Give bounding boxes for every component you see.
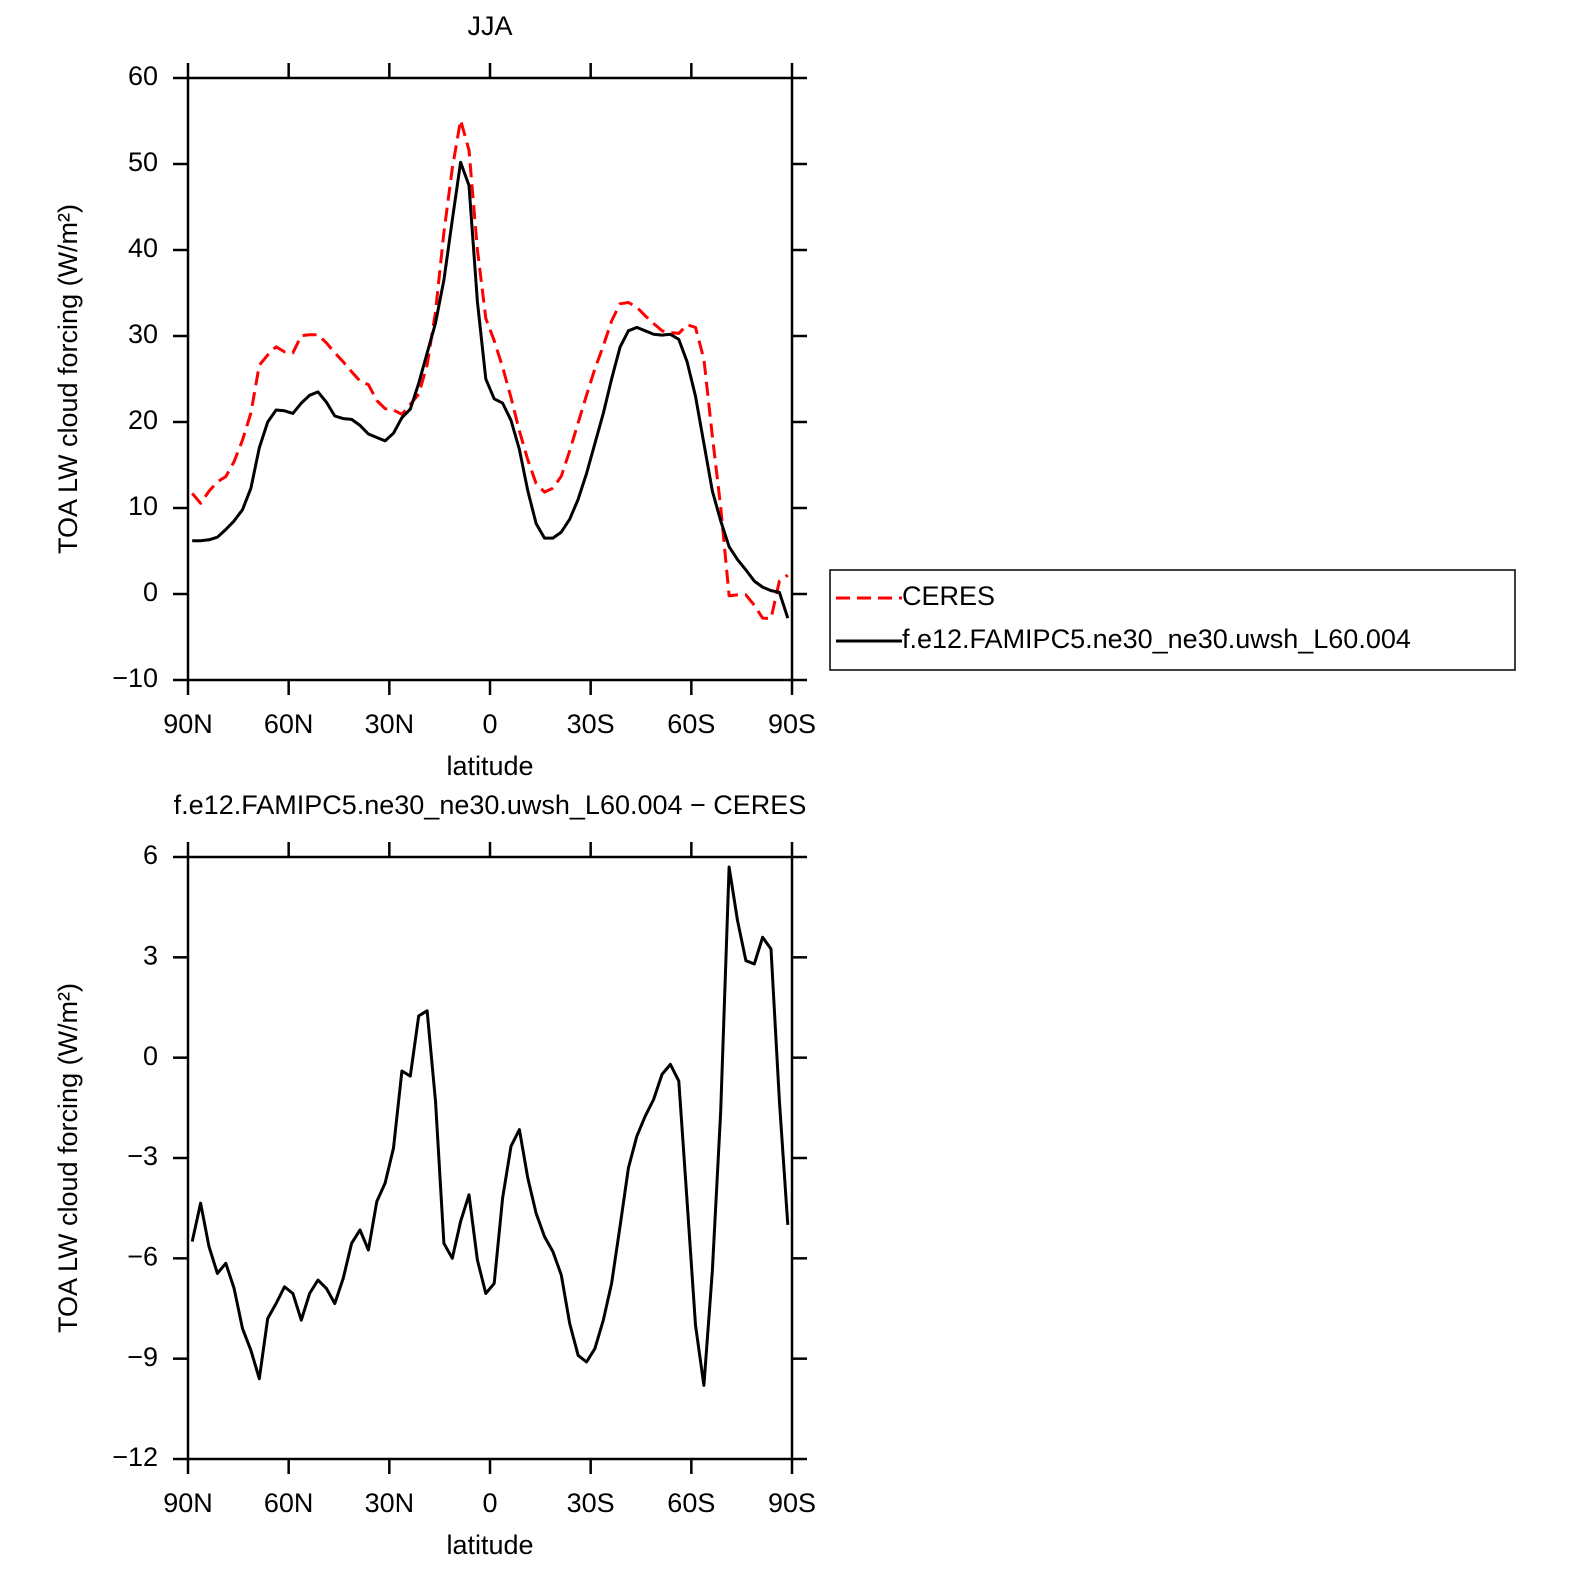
data-line [192,160,790,619]
y-tick-label: 30 [128,319,158,349]
x-tick-label: 60N [264,1488,314,1518]
chart-title: f.e12.FAMIPC5.ne30_ne30.uwsh_L60.004 − C… [174,790,807,820]
x-tick-label: 0 [482,1488,497,1518]
x-axis-label: latitude [446,751,533,781]
y-axis-label: TOA LW cloud forcing (W/m²) [53,204,83,554]
x-axis-label: latitude [446,1530,533,1560]
legend-label: f.e12.FAMIPC5.ne30_ne30.uwsh_L60.004 [902,624,1411,654]
y-tick-label: 6 [143,840,158,870]
x-tick-label: 60N [264,709,314,739]
y-tick-label: −12 [112,1442,158,1472]
y-tick-label: −6 [127,1241,158,1271]
y-tick-label: 20 [128,405,158,435]
x-tick-label: 30S [567,1488,615,1518]
plot-frame [186,76,794,682]
legend-label: CERES [902,581,995,611]
x-tick-label: 90N [163,1488,213,1518]
x-tick-label: 90N [163,709,213,739]
x-tick-label: 30S [567,709,615,739]
y-tick-label: 0 [143,577,158,607]
x-tick-label: 60S [667,1488,715,1518]
data-line [190,865,790,1387]
x-tick-label: 90S [768,1488,816,1518]
y-tick-label: −3 [127,1141,158,1171]
y-tick-label: −10 [112,663,158,693]
data-line [191,118,789,620]
y-tick-label: 10 [128,491,158,521]
x-tick-label: 30N [365,709,415,739]
y-tick-label: 3 [143,940,158,970]
legend-box [829,569,1516,671]
y-tick-label: 60 [128,61,158,91]
x-tick-label: 0 [482,709,497,739]
x-tick-label: 90S [768,709,816,739]
x-tick-label: 30N [365,1488,415,1518]
y-tick-label: −9 [127,1342,158,1372]
y-axis-label: TOA LW cloud forcing (W/m²) [53,983,83,1333]
y-tick-label: 40 [128,233,158,263]
chart-title: JJA [467,11,512,41]
y-tick-label: 50 [128,147,158,177]
x-tick-label: 60S [667,709,715,739]
y-tick-label: 0 [143,1041,158,1071]
